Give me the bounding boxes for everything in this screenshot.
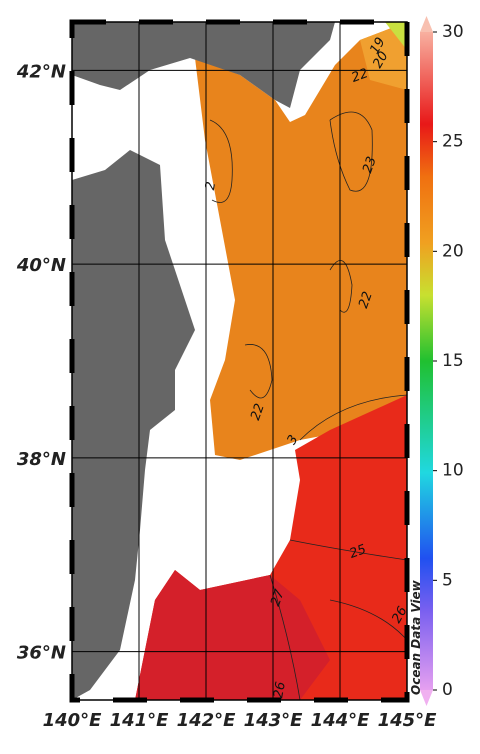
colorbar-tick-label: 30 (442, 22, 464, 42)
contour-label: 2 (203, 181, 219, 192)
contour-label: 26 (271, 681, 289, 700)
contour-label: 19 (367, 35, 388, 57)
x-tick-label: 144°E (311, 710, 371, 731)
contour-label: 23 (360, 155, 380, 176)
contour-label: 27 (268, 587, 288, 608)
sst-south-dark (135, 570, 330, 700)
contour-label: 22 (356, 290, 376, 311)
colorbar (420, 32, 433, 690)
sst-warm-northeast (360, 22, 407, 90)
colorbar-tick-label: 20 (442, 241, 464, 261)
land-hokkaido (72, 22, 335, 108)
y-tick-label: 42°N (16, 61, 66, 82)
watermark: Ocean Data View (409, 579, 423, 695)
map-area (72, 22, 407, 700)
colorbar-tick-label: 15 (442, 351, 464, 371)
colorbar-tick-label: 0 (442, 680, 453, 700)
contour-label: 20 (370, 49, 391, 71)
sst-cool-corner (385, 22, 407, 50)
colorbar-min-arrow (420, 690, 433, 706)
sst-north (195, 22, 407, 460)
colorbar-tick-label: 5 (442, 570, 453, 590)
colorbar-max-arrow (420, 16, 433, 32)
contour-line (209, 111, 407, 700)
contour-label: 25 (348, 542, 369, 562)
x-tick-label: 141°E (110, 710, 170, 731)
x-tick-label: 142°E (177, 710, 237, 731)
y-tick-label: 36°N (17, 643, 66, 664)
x-tick-label: 140°E (43, 710, 103, 731)
contour-label: 22 (248, 402, 268, 423)
contour-label: 26 (389, 604, 410, 626)
colorbar-tick-label: 10 (442, 461, 464, 481)
land-honshu (72, 150, 195, 700)
contour-label: 22 (350, 66, 371, 86)
colorbar-tick-label: 25 (442, 132, 464, 152)
y-tick-label: 38°N (17, 449, 66, 470)
x-tick-label: 145°E (378, 710, 438, 731)
x-tick-label: 143°E (244, 710, 304, 731)
frame-ticks (69, 19, 410, 703)
y-tick-label: 40°N (16, 255, 66, 276)
